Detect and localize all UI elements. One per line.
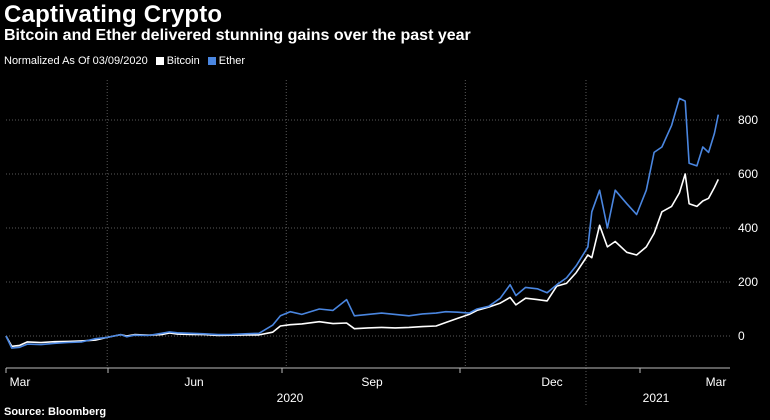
legend-label-ether: Ether [218,55,246,67]
series-line-bitcoin [5,173,720,348]
x-tick-label: Sep [361,375,383,389]
x-year-label: 2020 [277,391,304,405]
x-tick-label: Mar [706,375,727,389]
chart-subtitle: Bitcoin and Ether delivered stunning gai… [4,27,471,44]
y-tick-label: 0 [738,329,745,343]
source-note: Source: Bloomberg [4,406,107,418]
y-tick-label: 200 [738,275,758,289]
legend-label-bitcoin: Bitcoin [166,55,200,67]
series-line-ether [5,97,720,349]
x-tick-label: Jun [184,375,203,389]
legend-item-ether: Ether [207,55,246,67]
y-tick-label: 600 [738,167,758,181]
legend-swatch-bitcoin [155,57,164,65]
x-tick-label: Mar [10,375,31,389]
x-tick-label: Dec [541,375,562,389]
legend: Normalized As Of 03/09/2020 Bitcoin Ethe… [4,55,253,67]
chart-title: Captivating Crypto [4,1,223,28]
x-year-label: 2021 [643,391,670,405]
legend-swatch-ether [207,57,216,65]
normalization-note: Normalized As Of 03/09/2020 [4,55,148,67]
legend-item-bitcoin: Bitcoin [155,55,200,67]
y-tick-label: 400 [738,221,758,235]
y-tick-label: 800 [738,113,758,127]
